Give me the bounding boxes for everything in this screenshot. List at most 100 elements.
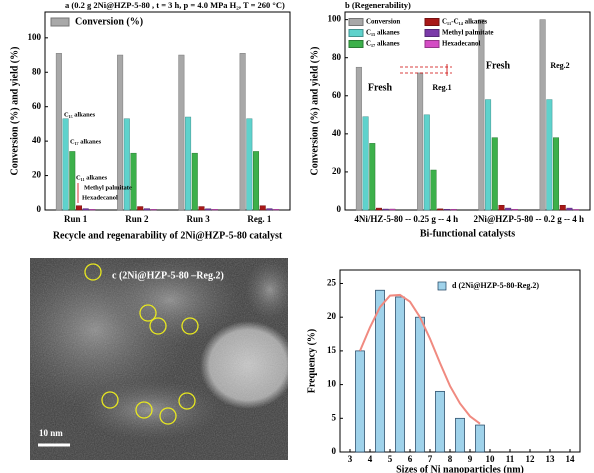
- bar: [130, 152, 137, 211]
- bar: [273, 209, 280, 211]
- legend-swatch: [348, 40, 364, 48]
- y-tick-label: 40: [332, 128, 342, 138]
- bar: [355, 350, 365, 453]
- bar: [205, 208, 212, 211]
- y-tick-label: 15: [327, 345, 337, 355]
- bar: [546, 99, 553, 211]
- bar: [123, 118, 130, 211]
- legend-label: Hexadecanol: [442, 40, 481, 48]
- bar: [89, 209, 96, 211]
- legend-swatch: [424, 29, 440, 37]
- bar: [566, 207, 573, 211]
- legend-label: C₁₅ alkanes: [366, 29, 400, 37]
- x-tick-label: Run 3: [186, 214, 210, 224]
- y-axis-label: Conversion (%) and yield (%): [9, 47, 20, 176]
- x-tick-label: Run 2: [125, 214, 149, 224]
- y-tick-label: 10: [327, 379, 337, 389]
- y-tick-label: 80: [332, 52, 342, 62]
- x-tick-label: 14: [566, 454, 576, 464]
- annotation: C₁₇ alkanes: [70, 138, 102, 145]
- micrograph: [30, 258, 288, 460]
- bar: [137, 206, 144, 211]
- bar: [395, 296, 405, 453]
- legend-swatch: [50, 17, 70, 27]
- x-tick-label: 10: [486, 454, 496, 464]
- x-axis-label: Bi-functional catalysts: [420, 228, 515, 239]
- bar: [389, 208, 396, 211]
- x-tick-label: Reg. 1: [247, 214, 271, 224]
- legend-label: Conversion: [366, 18, 400, 26]
- x-tick-label: 6: [408, 454, 413, 464]
- scale-bar-label: 10 nm: [39, 428, 63, 438]
- x-tick-label: 5: [388, 454, 393, 464]
- y-tick-label: 40: [32, 135, 42, 145]
- y-tick-label: 20: [32, 170, 42, 180]
- bar: [553, 137, 560, 211]
- bar: [191, 152, 198, 211]
- bar-group-label: Fresh: [486, 60, 511, 71]
- x-tick-label: 9: [468, 454, 473, 464]
- bar-group-label: Fresh: [368, 82, 393, 93]
- legend-label: Conversion (%): [75, 16, 143, 27]
- x-tick-label: 12: [526, 454, 536, 464]
- x-tick-label: 8: [448, 454, 453, 464]
- bar: [475, 424, 485, 453]
- bar: [435, 390, 445, 453]
- y-axis-label: Conversion (%) and yield (%): [309, 47, 320, 176]
- chart-title: b (Regenerability): [345, 0, 411, 10]
- plot-frame: [344, 11, 591, 211]
- y-tick-label: 20: [332, 166, 342, 176]
- x-axis-label: Sizes of Ni nanoparticles (nm): [396, 464, 524, 473]
- fit-curve: [359, 293, 481, 425]
- bar: [117, 54, 124, 211]
- x-tick-label: 3: [348, 454, 353, 464]
- bar: [430, 169, 437, 211]
- bar: [539, 19, 546, 211]
- y-tick-label: 0: [337, 204, 342, 214]
- y-tick-label: 0: [37, 204, 42, 214]
- bar: [485, 99, 492, 211]
- x-tick-label: 13: [546, 454, 556, 464]
- bar: [415, 316, 425, 453]
- annotation: Hexadecanol: [82, 194, 118, 201]
- bar: [198, 206, 205, 211]
- bar: [75, 205, 82, 211]
- legend-swatch: [424, 40, 440, 48]
- bar: [498, 204, 505, 211]
- bar: [559, 204, 566, 211]
- bar: [511, 208, 518, 211]
- legend-swatch: [348, 29, 364, 37]
- bar: [417, 72, 424, 211]
- bar: [355, 66, 362, 211]
- y-tick-label: 60: [32, 101, 42, 111]
- bar: [423, 114, 430, 211]
- y-tick-label: 80: [32, 66, 42, 76]
- y-tick-label: 100: [28, 32, 42, 42]
- bar: [375, 207, 382, 211]
- bar: [211, 209, 218, 211]
- annotation: Methyl palmitate: [84, 184, 132, 191]
- y-tick-label: 0: [332, 446, 337, 456]
- bar-group-label: Reg.1: [432, 83, 451, 92]
- bar: [69, 151, 76, 211]
- bar: [239, 53, 246, 211]
- x-tick-label: 11: [506, 454, 515, 464]
- y-tick-label: 100: [328, 14, 342, 24]
- bar: [253, 151, 260, 211]
- y-tick-label: 60: [332, 90, 342, 100]
- bar: [55, 53, 62, 211]
- y-tick-label: 20: [327, 311, 337, 321]
- bar: [150, 209, 157, 211]
- y-axis-label: Frequency (%): [306, 329, 317, 394]
- x-tick-label: 7: [428, 454, 433, 464]
- legend-label: Methyl palmitate: [442, 29, 494, 37]
- bar: [178, 54, 185, 211]
- bar: [437, 208, 444, 211]
- y-tick-label: 25: [327, 278, 337, 288]
- bar: [375, 289, 385, 453]
- x-axis-label: Recycle and regenarability of 2Ni@HZP-5-…: [53, 230, 283, 241]
- legend-swatch: [424, 18, 440, 26]
- bar: [369, 143, 376, 211]
- bar: [450, 208, 457, 211]
